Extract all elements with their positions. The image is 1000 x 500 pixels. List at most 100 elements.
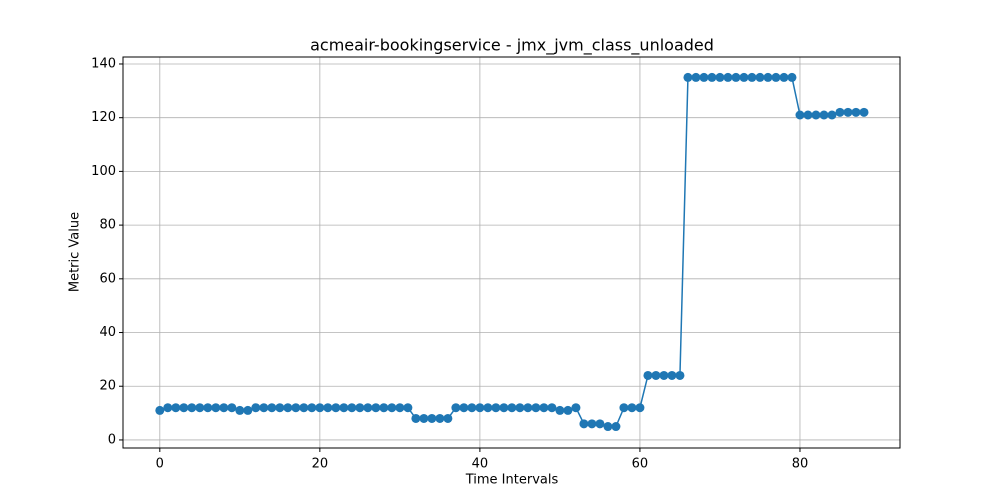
data-point	[699, 72, 709, 82]
data-point	[515, 403, 525, 413]
data-point	[387, 403, 397, 413]
x-tick-label: 40	[472, 457, 489, 472]
data-point	[579, 419, 589, 429]
data-point	[755, 72, 765, 82]
data-point	[531, 403, 541, 413]
data-point	[251, 403, 261, 413]
data-point	[275, 403, 285, 413]
data-point	[483, 403, 493, 413]
data-point	[323, 403, 333, 413]
data-point	[827, 110, 837, 120]
data-point	[563, 405, 573, 415]
data-point	[403, 403, 413, 413]
data-point	[571, 403, 581, 413]
data-point	[243, 405, 253, 415]
data-point	[675, 370, 685, 380]
data-point	[171, 403, 181, 413]
data-point	[771, 72, 781, 82]
data-point	[523, 403, 533, 413]
data-point	[315, 403, 325, 413]
data-point	[187, 403, 197, 413]
data-point	[435, 413, 445, 423]
data-point	[643, 370, 653, 380]
data-point	[859, 107, 869, 117]
data-point	[307, 403, 317, 413]
y-tick-label: 80	[99, 218, 116, 233]
y-tick-label: 60	[99, 271, 116, 286]
data-point	[235, 405, 245, 415]
y-tick-label: 140	[91, 56, 116, 71]
data-point	[659, 370, 669, 380]
x-tick-label: 80	[792, 457, 809, 472]
data-point	[299, 403, 309, 413]
x-tick-label: 60	[632, 457, 649, 472]
data-point	[395, 403, 405, 413]
data-point	[787, 72, 797, 82]
data-point	[795, 110, 805, 120]
x-tick-label: 20	[312, 457, 329, 472]
y-tick-label: 0	[108, 432, 116, 447]
data-point	[843, 107, 853, 117]
data-point	[363, 403, 373, 413]
data-point	[627, 403, 637, 413]
data-point	[683, 72, 693, 82]
data-point	[427, 413, 437, 423]
data-point	[763, 72, 773, 82]
data-point	[499, 403, 509, 413]
y-tick-label: 20	[99, 379, 116, 394]
data-point	[723, 72, 733, 82]
data-point	[419, 413, 429, 423]
data-point	[611, 422, 621, 432]
data-point	[619, 403, 629, 413]
data-point	[811, 110, 821, 120]
data-point	[539, 403, 549, 413]
data-point	[691, 72, 701, 82]
data-point	[371, 403, 381, 413]
data-point	[443, 413, 453, 423]
data-point	[635, 403, 645, 413]
y-tick-label: 120	[91, 110, 116, 125]
data-point	[587, 419, 597, 429]
data-point	[179, 403, 189, 413]
data-point	[211, 403, 221, 413]
data-point	[835, 107, 845, 117]
data-point	[355, 403, 365, 413]
data-point	[555, 405, 565, 415]
y-tick-label: 40	[99, 325, 116, 340]
y-tick-label: 100	[91, 164, 116, 179]
data-point	[779, 72, 789, 82]
data-point	[379, 403, 389, 413]
data-point	[155, 405, 165, 415]
data-point	[707, 72, 717, 82]
data-point	[651, 370, 661, 380]
data-point	[291, 403, 301, 413]
data-point	[219, 403, 229, 413]
data-point	[339, 403, 349, 413]
data-point	[203, 403, 213, 413]
data-point	[227, 403, 237, 413]
y-axis-label: Metric Value	[68, 212, 83, 292]
data-point	[467, 403, 477, 413]
series-line	[159, 76, 864, 428]
x-tick-label: 0	[156, 457, 164, 472]
data-point	[819, 110, 829, 120]
data-point	[459, 403, 469, 413]
chart-title: acmeair-bookingservice - jmx_jvm_class_u…	[310, 36, 714, 56]
data-point	[451, 403, 461, 413]
data-point	[739, 72, 749, 82]
data-point	[547, 403, 557, 413]
data-point	[851, 107, 861, 117]
data-point	[267, 403, 277, 413]
data-point	[731, 72, 741, 82]
data-point	[163, 403, 173, 413]
data-point	[747, 72, 757, 82]
data-point	[507, 403, 517, 413]
data-point	[803, 110, 813, 120]
data-point	[667, 370, 677, 380]
data-point	[595, 419, 605, 429]
x-axis-label: Time Intervals	[465, 473, 559, 488]
data-point	[491, 403, 501, 413]
data-point	[195, 403, 205, 413]
data-point	[603, 422, 613, 432]
